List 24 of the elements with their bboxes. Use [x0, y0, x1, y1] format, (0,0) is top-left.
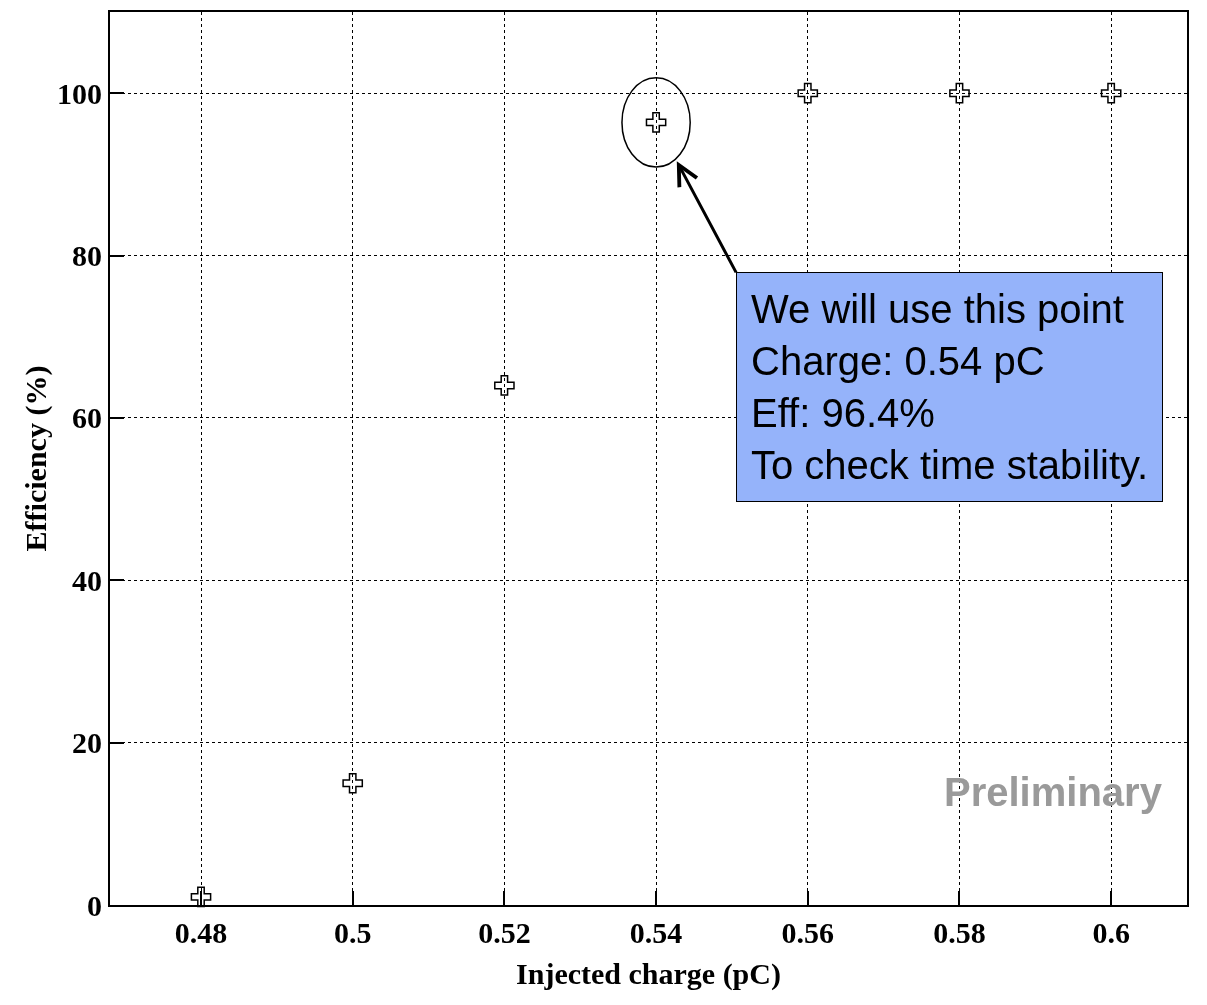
- y-axis-title: Efficiency (%): [18, 365, 53, 552]
- x-tick-label: 0.54: [629, 916, 683, 949]
- y-tick-label: 20: [72, 726, 102, 760]
- x-tick-label: 0.52: [478, 916, 531, 949]
- annotation: Preliminary: [944, 770, 1163, 814]
- y-tick-label: 40: [72, 563, 102, 597]
- x-axis-title: Injected charge (pC): [516, 957, 781, 991]
- x-tick-label: 0.56: [781, 916, 835, 949]
- annotation: We will use this point Charge: 0.54 pC Eff: 96.4% To check time stability.: [751, 287, 1149, 487]
- point: [797, 82, 819, 104]
- y-tick-label: 80: [72, 239, 102, 273]
- point: [190, 886, 212, 908]
- point: [1100, 82, 1122, 104]
- point: [645, 112, 667, 133]
- y-tick-label: 100: [57, 76, 102, 110]
- point: [494, 375, 515, 396]
- x-tick-label: 0.6: [1092, 916, 1130, 949]
- x-tick-label: 0.5: [333, 916, 372, 949]
- y-tick-label: 60: [72, 401, 102, 435]
- point: [342, 772, 364, 794]
- point: [949, 82, 970, 104]
- x-tick-label: 0.48: [174, 916, 228, 949]
- x-tick-label: 0.58: [933, 916, 986, 949]
- y-tick-label: 0: [87, 888, 102, 922]
